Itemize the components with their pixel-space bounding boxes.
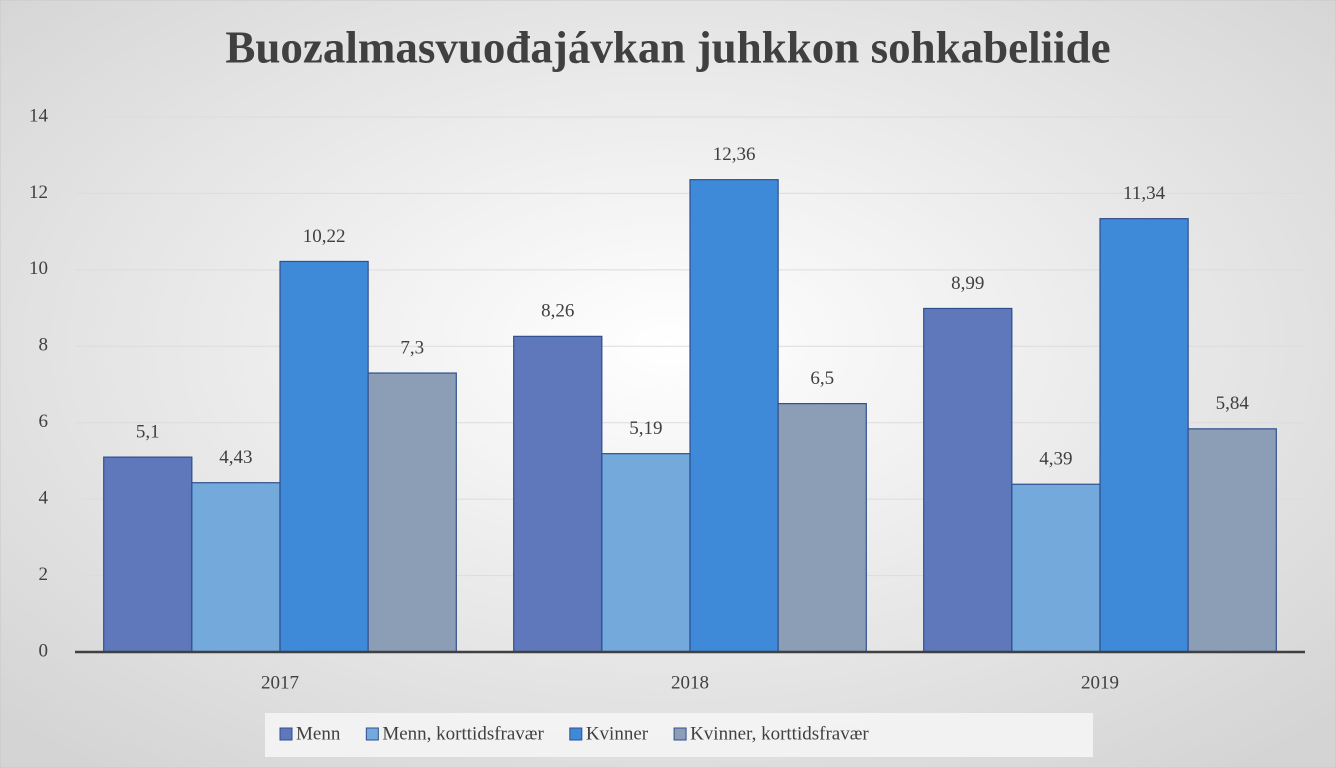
legend-label: Menn, korttidsfravær	[382, 723, 544, 744]
bar	[689, 179, 779, 653]
value-label: 5,1	[136, 421, 160, 442]
value-label: 8,26	[541, 301, 574, 322]
y-tick-label: 6	[39, 411, 49, 432]
value-label: 6,5	[810, 368, 834, 389]
legend-label: Kvinner	[586, 723, 649, 744]
legend-swatch	[279, 727, 293, 741]
legend-label: Menn	[296, 723, 341, 744]
bar	[103, 456, 193, 653]
value-label: 8,99	[951, 273, 984, 294]
bar	[1187, 428, 1277, 653]
chart-title: Buozalmasvuođajávkan juhkkon sohkabeliid…	[225, 22, 1110, 72]
bar	[279, 260, 369, 653]
legend-swatch	[673, 727, 687, 741]
y-tick-label: 14	[29, 105, 49, 126]
value-label: 10,22	[303, 226, 346, 247]
value-label: 12,36	[713, 144, 756, 165]
bar	[513, 335, 603, 653]
y-tick-label: 8	[39, 335, 49, 356]
bar	[777, 403, 867, 653]
x-tick-label: 2019	[1081, 672, 1119, 693]
bar	[1011, 483, 1101, 653]
y-tick-label: 0	[39, 640, 49, 661]
value-label: 5,84	[1216, 393, 1250, 414]
value-label: 11,34	[1123, 183, 1166, 204]
legend-swatch	[365, 727, 379, 741]
x-tick-label: 2017	[261, 672, 299, 693]
legend-label: Kvinner, korttidsfravær	[690, 723, 869, 744]
value-label: 4,39	[1039, 449, 1072, 470]
value-label: 7,3	[400, 337, 424, 358]
value-label: 5,19	[629, 418, 662, 439]
bar	[923, 307, 1013, 653]
bar	[367, 372, 457, 653]
value-label: 4,43	[219, 447, 252, 468]
bar	[191, 482, 281, 653]
y-tick-label: 10	[29, 258, 48, 279]
y-tick-label: 12	[29, 182, 48, 203]
legend-swatch	[569, 727, 583, 741]
bar	[1099, 218, 1189, 653]
bar	[601, 453, 691, 653]
y-tick-label: 4	[39, 488, 49, 509]
y-tick-label: 2	[39, 564, 49, 585]
x-tick-label: 2018	[671, 672, 709, 693]
